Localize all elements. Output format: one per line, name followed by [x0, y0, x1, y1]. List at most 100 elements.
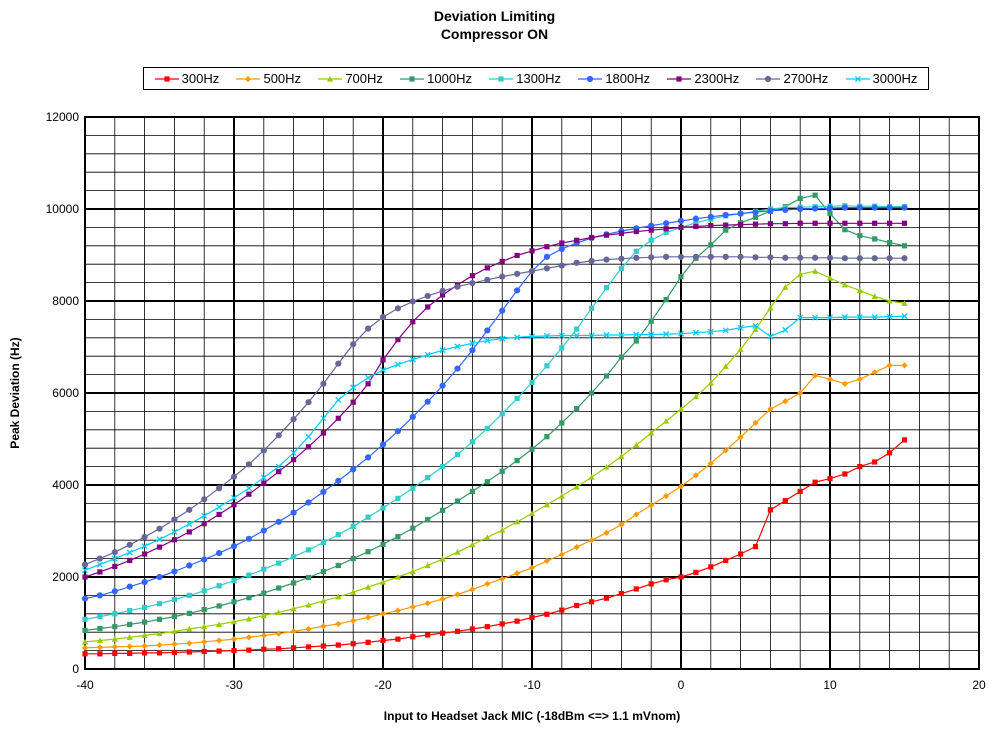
- data-point: [752, 214, 759, 220]
- data-point: [633, 338, 639, 344]
- data-point: [469, 279, 476, 287]
- data-point: [365, 639, 371, 645]
- data-point: [320, 539, 326, 546]
- data-point: [454, 452, 461, 458]
- data-point: [633, 331, 640, 338]
- data-point: [230, 636, 238, 643]
- data-point: [797, 271, 804, 277]
- data-point: [484, 624, 490, 630]
- data-point: [722, 447, 729, 454]
- data-point: [246, 647, 252, 653]
- data-point: [171, 596, 177, 603]
- data-point: [693, 569, 699, 575]
- data-point: [305, 433, 312, 440]
- data-point: [290, 605, 297, 612]
- data-point: [127, 607, 133, 614]
- data-point: [856, 204, 863, 211]
- data-point: [469, 541, 476, 548]
- data-point: [544, 434, 550, 440]
- data-point: [394, 361, 401, 368]
- data-point: [141, 642, 148, 650]
- data-point: [350, 384, 357, 391]
- data-point: [588, 537, 595, 544]
- data-point: [156, 525, 163, 532]
- data-point: [901, 313, 908, 320]
- data-point: [394, 305, 401, 312]
- data-point: [305, 399, 312, 406]
- data-point: [186, 506, 193, 513]
- data-point: [126, 634, 133, 640]
- data-point: [856, 287, 863, 294]
- data-point: [498, 75, 504, 82]
- data-point: [290, 628, 297, 635]
- data-point: [559, 607, 565, 613]
- data-point: [648, 254, 655, 261]
- data-point: [603, 331, 610, 339]
- data-point: [245, 75, 252, 82]
- legend-swatch: [400, 75, 425, 82]
- data-point: [826, 204, 834, 212]
- data-point: [767, 333, 774, 340]
- legend-label: 2700Hz: [783, 71, 829, 86]
- series-300hz: [82, 437, 908, 657]
- data-point: [901, 362, 908, 369]
- data-point: [692, 393, 699, 400]
- data-point: [97, 569, 103, 575]
- data-point: [126, 643, 133, 650]
- legend-swatch: [489, 75, 514, 82]
- data-point: [260, 632, 267, 639]
- data-point: [305, 644, 312, 650]
- data-point: [737, 346, 744, 352]
- data-point: [275, 518, 282, 525]
- x-tick-label: -10: [523, 678, 541, 692]
- data-point: [737, 434, 744, 441]
- data-point: [439, 347, 446, 354]
- data-point: [842, 471, 848, 477]
- data-point: [767, 507, 773, 513]
- data-point: [618, 331, 625, 339]
- data-point: [544, 244, 550, 250]
- data-point: [692, 215, 700, 222]
- data-point: [484, 580, 491, 587]
- data-point: [886, 297, 893, 304]
- data-point: [723, 222, 729, 228]
- y-tick-label: 12000: [46, 110, 80, 124]
- data-point: [693, 223, 699, 230]
- data-point: [618, 453, 625, 460]
- data-point: [707, 213, 714, 220]
- data-point: [514, 518, 521, 525]
- legend-swatch: [236, 75, 261, 82]
- legend-item-2300hz: 2300Hz: [667, 71, 739, 86]
- y-tick-label: 4000: [52, 478, 79, 492]
- data-point: [97, 625, 103, 632]
- data-point: [708, 564, 714, 570]
- data-point: [127, 621, 133, 627]
- data-point: [305, 574, 312, 581]
- data-point: [245, 535, 252, 542]
- data-point: [603, 256, 610, 263]
- data-point: [618, 354, 624, 360]
- data-point: [320, 415, 327, 422]
- data-point: [81, 567, 89, 574]
- data-point: [320, 380, 327, 387]
- legend-item-3000hz: 3000Hz: [845, 71, 917, 86]
- data-point: [797, 205, 804, 213]
- data-point: [514, 570, 521, 577]
- data-point: [765, 75, 772, 82]
- data-point: [841, 204, 849, 211]
- data-point: [514, 287, 521, 294]
- data-point: [573, 259, 580, 266]
- data-point: [663, 331, 670, 338]
- series-2700hz: [81, 253, 908, 568]
- data-point: [767, 304, 774, 311]
- data-point: [320, 430, 326, 436]
- data-point: [379, 366, 387, 374]
- data-point: [335, 593, 342, 600]
- data-point: [171, 537, 177, 543]
- series-line-2300hz: [84, 222, 905, 578]
- legend-item-2700hz: 2700Hz: [756, 71, 828, 86]
- data-point: [573, 332, 580, 339]
- x-axis-title: Input to Headset Jack MIC (-18dBm <=> 1.…: [384, 709, 680, 723]
- data-point: [857, 464, 863, 470]
- legend-swatch: [845, 75, 870, 82]
